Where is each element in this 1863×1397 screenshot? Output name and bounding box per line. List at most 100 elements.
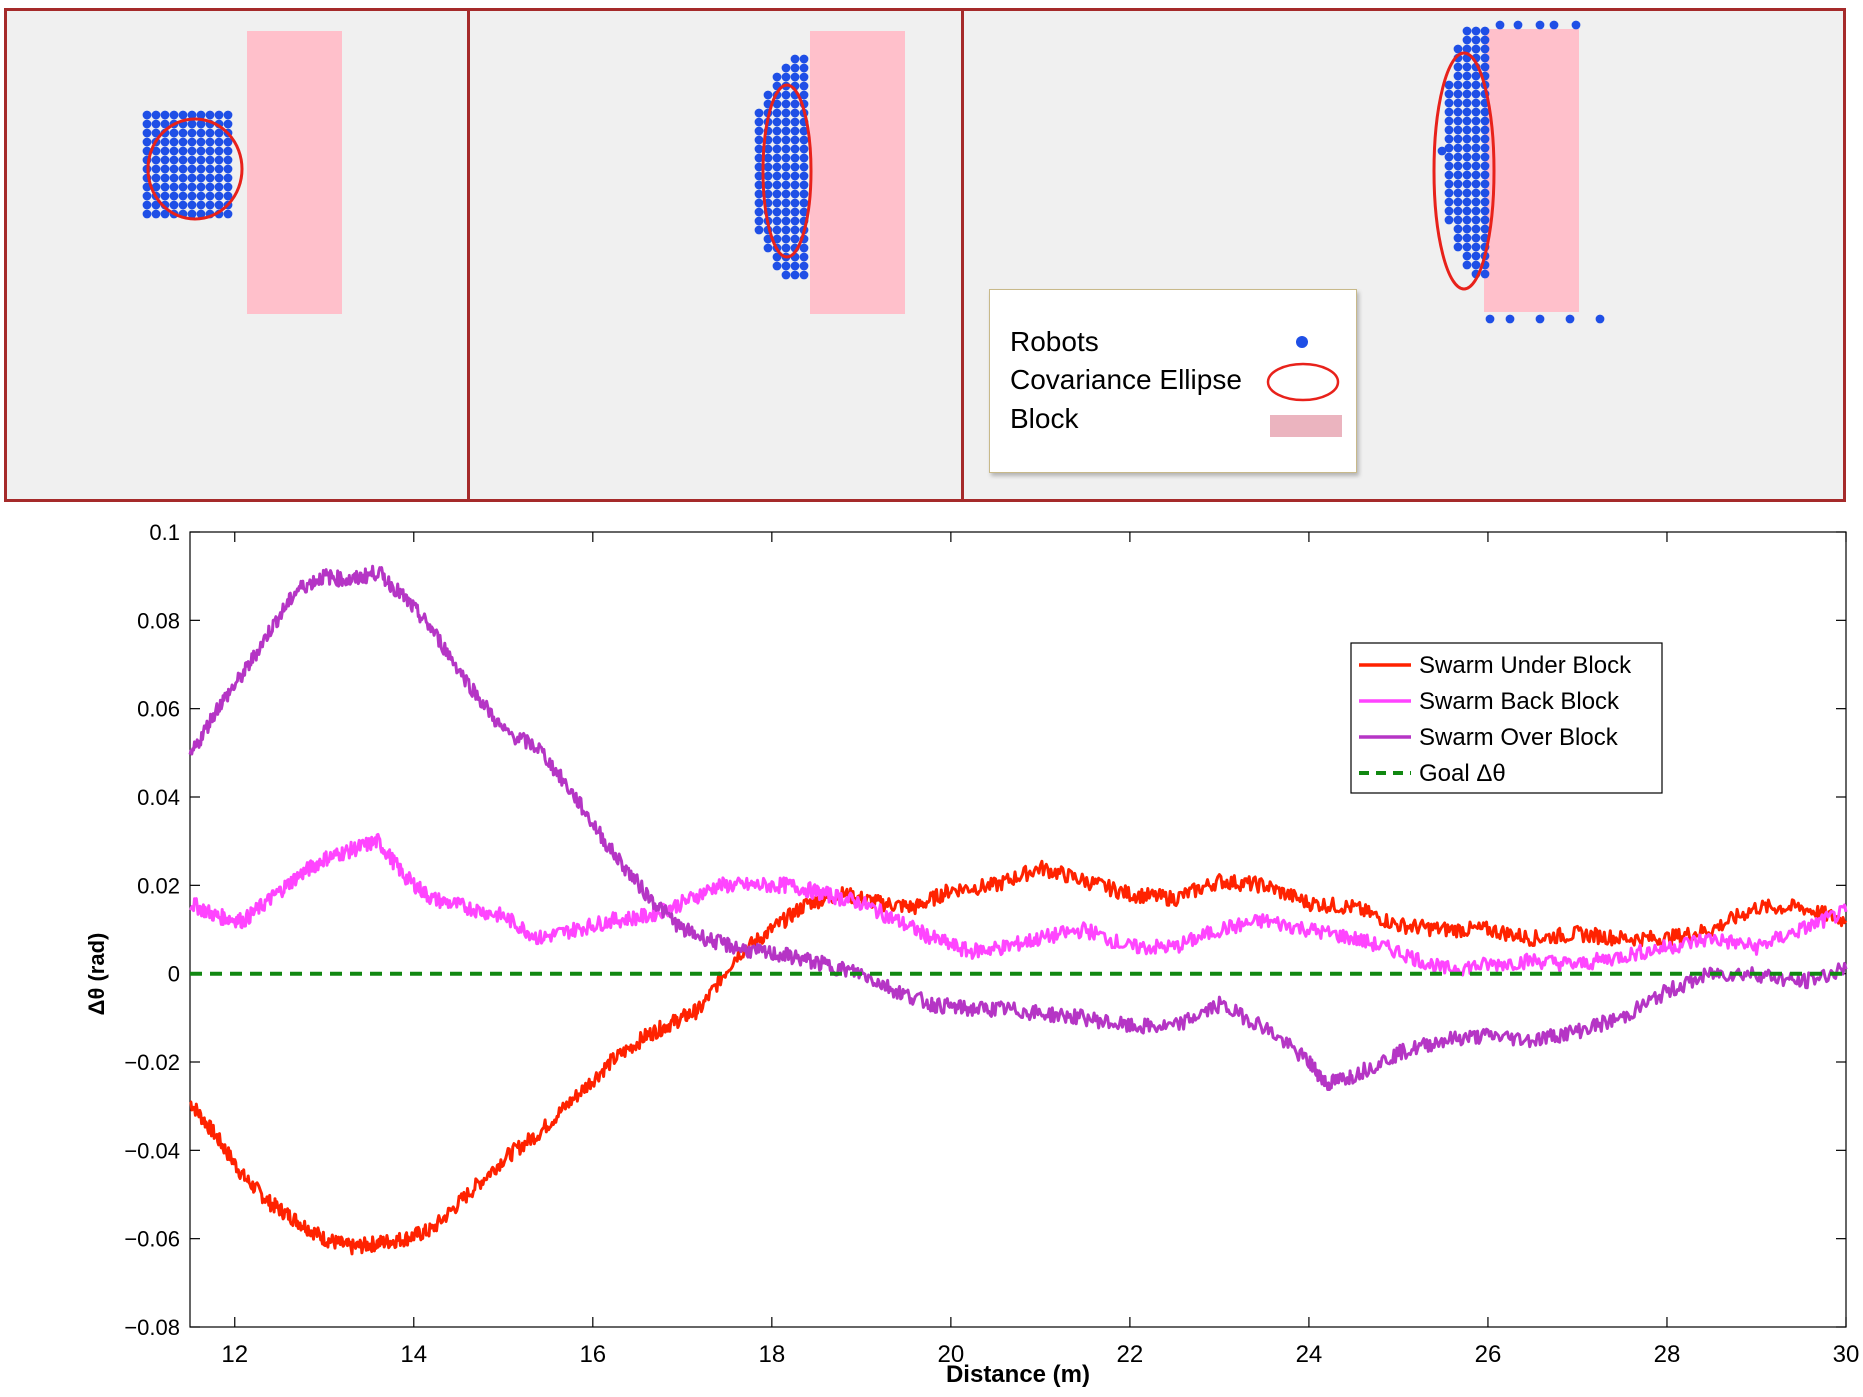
robot: [1471, 44, 1481, 54]
robot: [160, 155, 170, 165]
robot: [169, 137, 179, 147]
robot: [160, 164, 170, 174]
x-tick-label: 12: [221, 1341, 248, 1368]
robot: [160, 137, 170, 147]
robot: [781, 108, 791, 118]
robot: [1462, 251, 1472, 261]
robot: [1471, 152, 1481, 162]
robot: [187, 200, 197, 210]
robot: [187, 164, 197, 174]
robot: [754, 144, 764, 154]
robot: [205, 200, 215, 210]
robot: [1453, 152, 1463, 162]
robot: [1462, 161, 1472, 171]
robot: [205, 146, 215, 156]
robot: [178, 173, 188, 183]
robot: [1480, 206, 1490, 216]
legend-robots-label: Robots: [1010, 326, 1099, 357]
robot: [1453, 143, 1463, 153]
robot: [1480, 188, 1490, 198]
legend-symbols: [1266, 336, 1342, 437]
robot: [196, 155, 206, 165]
robot: [178, 191, 188, 201]
robot: [214, 110, 224, 120]
robot: [1453, 188, 1463, 198]
robot: [169, 191, 179, 201]
block: [247, 31, 342, 314]
robot: [781, 243, 791, 253]
robot: [1453, 233, 1463, 243]
robot: [1444, 197, 1454, 207]
robot: [142, 209, 152, 219]
robot: [1453, 206, 1463, 216]
robot: [142, 110, 152, 120]
robot: [1462, 116, 1472, 126]
snapshot-legend: Robots Covariance Ellipse Block: [989, 289, 1357, 473]
robot: [196, 182, 206, 192]
legend-ellipse-symbol: [1266, 362, 1340, 402]
robot: [799, 72, 809, 82]
robot: [169, 164, 179, 174]
robot: [799, 126, 809, 136]
legend-block-label: Block: [1010, 403, 1079, 434]
robot: [1480, 215, 1490, 225]
robot: [763, 162, 773, 172]
x-axis-label: Distance (m): [946, 1361, 1090, 1388]
robot: [799, 90, 809, 100]
robot: [196, 191, 206, 201]
robot: [781, 144, 791, 154]
robot: [169, 110, 179, 120]
robot: [772, 207, 782, 217]
robot: [1485, 314, 1495, 324]
robot: [781, 63, 791, 73]
robot: [223, 155, 233, 165]
robot: [1471, 188, 1481, 198]
x-tick-label: 28: [1654, 1341, 1681, 1368]
robot: [1471, 134, 1481, 144]
robot: [205, 173, 215, 183]
robot: [799, 162, 809, 172]
robot: [223, 110, 233, 120]
chart-legend: Swarm Under Block Swarm Back Block Swarm O…: [1350, 642, 1663, 794]
robot: [1437, 146, 1447, 156]
robot: [1471, 242, 1481, 252]
robot: [1480, 143, 1490, 153]
robot: [1453, 215, 1463, 225]
robot: [169, 155, 179, 165]
y-tick-label: 0.02: [137, 873, 180, 898]
robot: [1471, 125, 1481, 135]
snapshot-1-drawing: [142, 31, 342, 314]
y-tick-label: 0.08: [137, 608, 180, 633]
robot: [178, 182, 188, 192]
delta-theta-chart: 12 14 16 18 20 22 24 26 28 30 −0.08 −0.06 −0.04 −0.02…: [0, 510, 1863, 1392]
robot: [205, 182, 215, 192]
robot: [781, 126, 791, 136]
y-tick-label: −0.04: [124, 1138, 180, 1163]
robot: [799, 144, 809, 154]
x-tick-label: 22: [1117, 1341, 1144, 1368]
robot: [1571, 20, 1581, 30]
robot: [754, 189, 764, 199]
robot: [1462, 134, 1472, 144]
series-layer: [188, 564, 1848, 1256]
robot: [205, 155, 215, 165]
robot: [781, 135, 791, 145]
robot: [1462, 35, 1472, 45]
x-tick-label: 24: [1296, 1341, 1323, 1368]
robot: [781, 207, 791, 217]
robot: [160, 182, 170, 192]
robot: [1444, 143, 1454, 153]
robot: [1462, 242, 1472, 252]
robot: [187, 110, 197, 120]
robot: [799, 270, 809, 280]
snapshot-3-drawing: [1432, 20, 1605, 324]
robot: [790, 72, 800, 82]
robot: [160, 191, 170, 201]
robot: [1453, 80, 1463, 90]
robot: [196, 110, 206, 120]
robot: [1462, 152, 1472, 162]
robot: [223, 146, 233, 156]
robot: [178, 155, 188, 165]
robot: [1444, 170, 1454, 180]
robot: [1462, 107, 1472, 117]
